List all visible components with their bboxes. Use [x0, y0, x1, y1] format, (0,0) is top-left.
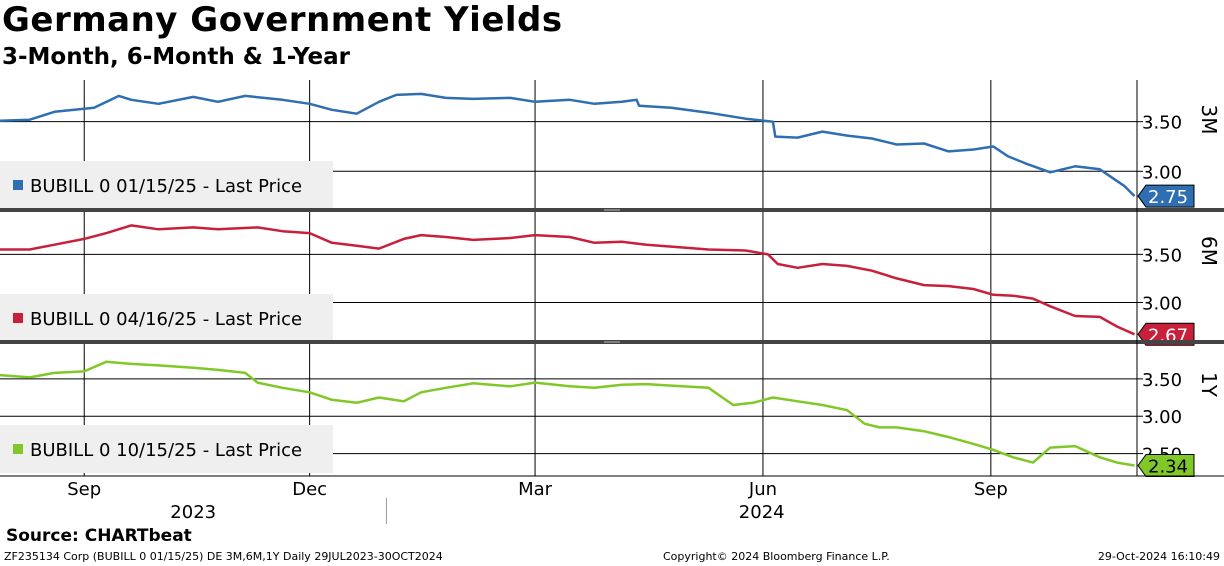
y-tick-label: 3.50 — [1142, 245, 1182, 266]
legend-label: BUBILL 0 04/16/25 - Last Price — [30, 309, 302, 330]
timestamp: 29-Oct-2024 16:10:49 — [1097, 550, 1220, 563]
series-line-1Y — [0, 360, 1135, 467]
source-label: Source: CHARTbeat — [6, 526, 192, 546]
legend-swatch — [13, 180, 23, 190]
x-year-label: 2023 — [170, 502, 216, 523]
last-value-tag — [1137, 184, 1195, 208]
panel-axis-label-1Y: 1Y — [1197, 372, 1221, 398]
series-line-3M — [0, 92, 1136, 197]
legend-swatch — [13, 313, 23, 323]
ticker-info: ZF235134 Corp (BUBILL 0 01/15/25) DE 3M,… — [4, 550, 443, 563]
panel-axis-label-6M: 6M — [1197, 236, 1221, 266]
legend-box — [0, 425, 333, 473]
y-tick-label: 3.50 — [1142, 370, 1182, 391]
legend-label: BUBILL 0 10/15/25 - Last Price — [30, 440, 302, 461]
x-year-label: 2024 — [739, 502, 785, 523]
legend-label: BUBILL 0 01/15/25 - Last Price — [30, 176, 302, 197]
copyright: Copyright© 2024 Bloomberg Finance L.P. — [663, 550, 890, 563]
y-tick-label: 3.00 — [1142, 162, 1182, 183]
x-tick-label: Mar — [518, 479, 553, 500]
y-tick-label: 3.00 — [1142, 407, 1182, 428]
x-tick-label: Jun — [748, 479, 777, 500]
x-tick-label: Sep — [67, 479, 101, 500]
x-tick-label: Sep — [974, 479, 1008, 500]
legend-swatch — [13, 444, 23, 454]
y-tick-label: 3.50 — [1142, 113, 1182, 134]
legend-box — [0, 294, 333, 342]
panel-axis-label-3M: 3M — [1197, 105, 1221, 135]
legend-box — [0, 161, 333, 209]
last-value-label: 2.34 — [1148, 457, 1188, 478]
last-value-tag — [1137, 454, 1195, 478]
last-value-label: 2.75 — [1148, 187, 1188, 208]
series-line-6M — [0, 224, 1136, 336]
chart-title: Germany Government Yields — [2, 0, 563, 40]
x-tick-label: Dec — [292, 479, 327, 500]
chart-subtitle: 3-Month, 6-Month & 1-Year — [2, 44, 350, 70]
y-tick-label: 3.00 — [1142, 293, 1182, 314]
